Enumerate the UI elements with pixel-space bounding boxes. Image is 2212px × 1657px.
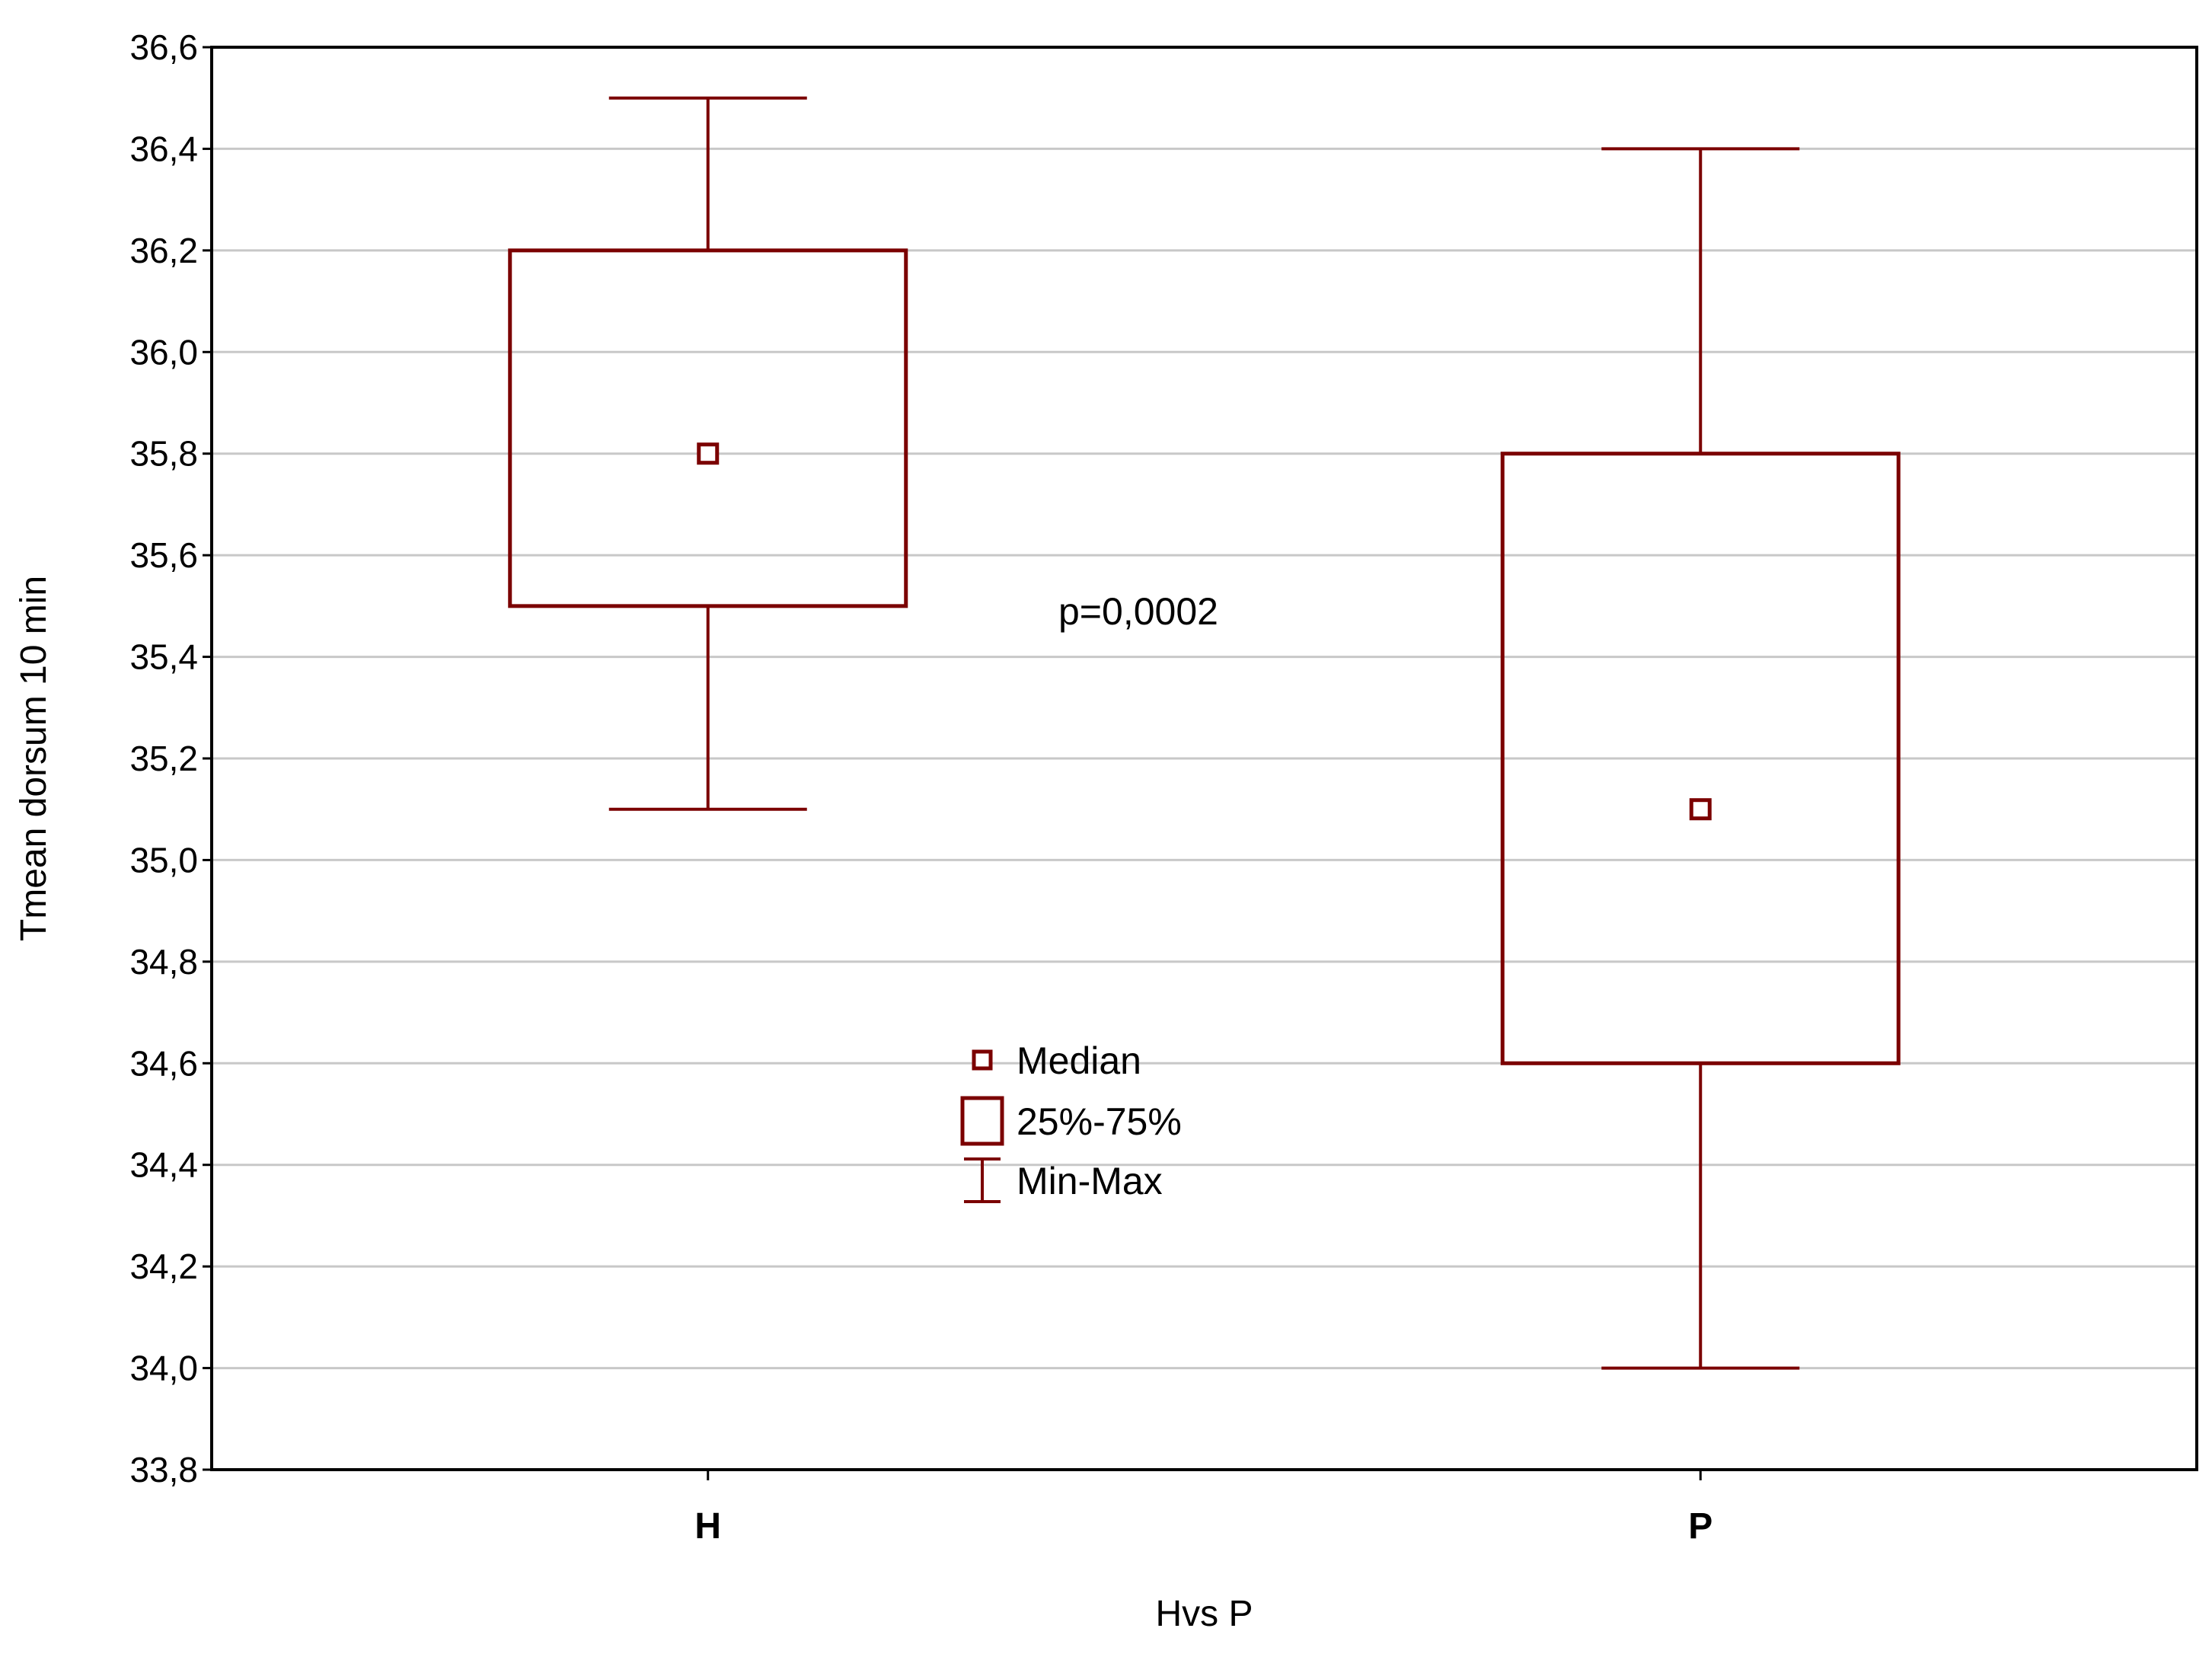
- median-marker: [697, 442, 720, 465]
- y-tick-label: 36,6: [129, 27, 198, 67]
- y-tick-label: 36,2: [129, 231, 198, 270]
- iqr-box: [1500, 452, 1901, 1065]
- y-axis-ticks: 33,8 34,0 34,2 34,4 34,6 34,8 35,0 35,2 35,4 35,6…: [129, 27, 212, 1489]
- x-tick-label: H: [694, 1506, 721, 1547]
- y-tick-label: 36,4: [129, 129, 198, 168]
- legend-label: Min-Max: [1017, 1160, 1163, 1202]
- y-tick-label: 35,0: [129, 840, 198, 880]
- box-group-H: [508, 96, 908, 811]
- p-value-annotation: p=0,0002: [1058, 590, 1218, 633]
- legend-label: Median: [1017, 1039, 1141, 1082]
- y-tick-label: 35,8: [129, 434, 198, 474]
- y-tick-label: 34,8: [129, 942, 198, 982]
- plot-area-frame: [210, 46, 2198, 1471]
- median-marker: [1689, 798, 1712, 821]
- y-tick-label: 35,6: [129, 535, 198, 575]
- legend-label: 25%-75%: [1017, 1100, 1182, 1143]
- boxes: [508, 96, 1901, 1370]
- x-axis-title: Hvs P: [1155, 1594, 1253, 1634]
- y-tick-label: 35,2: [129, 739, 198, 778]
- x-tick-label: P: [1688, 1506, 1712, 1547]
- iqr-box: [508, 248, 908, 608]
- legend-box-icon: [960, 1096, 1004, 1146]
- y-tick-label: 36,0: [129, 332, 198, 372]
- y-tick-label: 34,6: [129, 1043, 198, 1083]
- y-tick-label: 33,8: [129, 1450, 198, 1489]
- legend: Median 25%-75% Min-Max: [960, 1039, 1182, 1203]
- y-tick-label: 35,4: [129, 637, 198, 677]
- y-tick-label: 34,2: [129, 1247, 198, 1286]
- y-tick-label: 34,4: [129, 1145, 198, 1185]
- legend-median-icon: [972, 1049, 993, 1071]
- y-tick-label: 34,0: [129, 1349, 198, 1388]
- y-axis-title: Tmean dorsum 10 min: [14, 576, 54, 941]
- box-group-P: [1500, 147, 1901, 1370]
